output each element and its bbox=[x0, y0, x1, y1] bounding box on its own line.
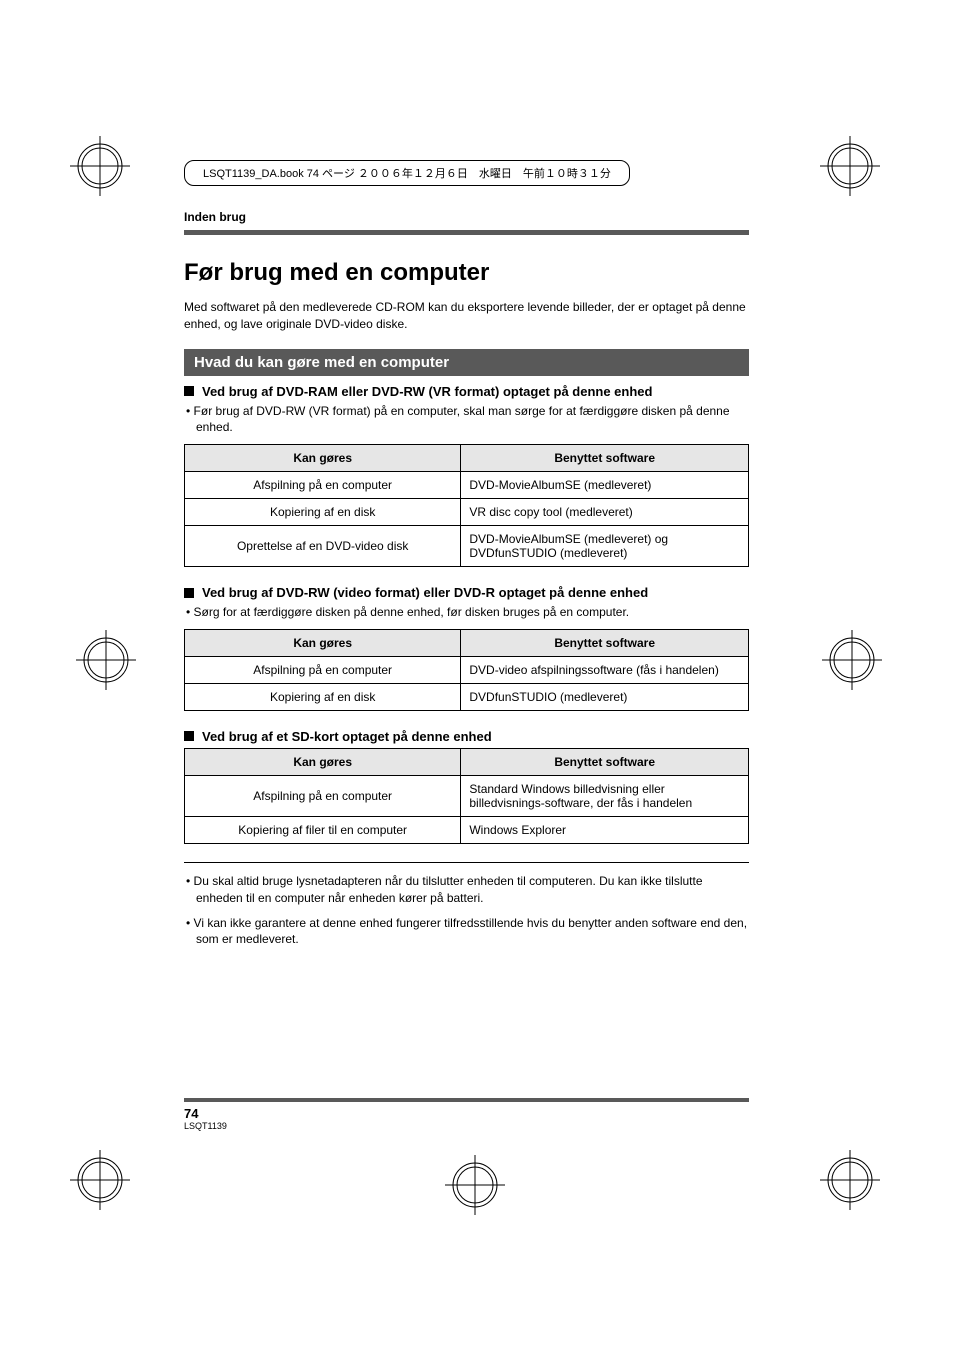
crop-mark-ml bbox=[76, 630, 136, 690]
table-row: Oprettelse af en DVD-video disk DVD-Movi… bbox=[185, 526, 749, 567]
note-dvdrw: Sørg for at færdiggøre disken på denne e… bbox=[184, 604, 749, 621]
table-cell: DVDfunSTUDIO (medleveret) bbox=[461, 683, 749, 710]
square-bullet-icon bbox=[184, 386, 194, 396]
subheading-text: Ved brug af DVD-RAM eller DVD-RW (VR for… bbox=[202, 384, 652, 399]
table-dvdrw: Kan gøres Benyttet software Afspilning p… bbox=[184, 629, 749, 711]
table-row: Afspilning på en computer Standard Windo… bbox=[185, 775, 749, 816]
crop-mark-bc bbox=[445, 1155, 505, 1215]
table-row: Afspilning på en computer DVD-MovieAlbum… bbox=[185, 472, 749, 499]
intro-paragraph: Med softwaret på den medleverede CD-ROM … bbox=[184, 299, 749, 333]
table-header-right: Benyttet software bbox=[461, 748, 749, 775]
footer-divider bbox=[184, 1098, 749, 1102]
horizontal-rule bbox=[184, 862, 749, 863]
table-header-right: Benyttet software bbox=[461, 629, 749, 656]
page-footer: 74 LSQT1139 bbox=[184, 1098, 749, 1131]
table-cell: Afspilning på en computer bbox=[185, 656, 461, 683]
subheading-text: Ved brug af et SD-kort optaget på denne … bbox=[202, 729, 492, 744]
table-cell: Kopiering af filer til en computer bbox=[185, 816, 461, 843]
table-cell: Oprettelse af en DVD-video disk bbox=[185, 526, 461, 567]
table-cell: DVD-MovieAlbumSE (medleveret) og DVDfunS… bbox=[461, 526, 749, 567]
footer-note-1: Du skal altid bruge lysnetadapteren når … bbox=[184, 873, 749, 907]
square-bullet-icon bbox=[184, 731, 194, 741]
page-content: Inden brug Før brug med en computer Med … bbox=[184, 210, 749, 956]
table-cell: Windows Explorer bbox=[461, 816, 749, 843]
section-label: Inden brug bbox=[184, 210, 749, 224]
table-row: Kopiering af en disk DVDfunSTUDIO (medle… bbox=[185, 683, 749, 710]
table-row: Afspilning på en computer DVD-video afsp… bbox=[185, 656, 749, 683]
crop-mark-br bbox=[820, 1150, 880, 1210]
table-cell: Afspilning på en computer bbox=[185, 775, 461, 816]
table-dvdram: Kan gøres Benyttet software Afspilning p… bbox=[184, 444, 749, 567]
crop-mark-mr bbox=[822, 630, 882, 690]
corner-ornament-tl bbox=[60, 140, 120, 200]
note-dvdram: Før brug af DVD-RW (VR format) på en com… bbox=[184, 403, 749, 437]
table-row: Kopiering af filer til en computer Windo… bbox=[185, 816, 749, 843]
crop-mark-bl bbox=[70, 1150, 130, 1210]
section-heading-bar: Hvad du kan gøre med en computer bbox=[184, 349, 749, 376]
page-number: 74 bbox=[184, 1106, 749, 1121]
footer-note-2: Vi kan ikke garantere at denne enhed fun… bbox=[184, 915, 749, 949]
table-cell: Kopiering af en disk bbox=[185, 683, 461, 710]
doc-code: LSQT1139 bbox=[184, 1121, 749, 1131]
table-header-left: Kan gøres bbox=[185, 748, 461, 775]
page-title: Før brug med en computer bbox=[184, 259, 749, 287]
subheading-dvdrw: Ved brug af DVD-RW (video format) eller … bbox=[184, 585, 749, 600]
table-header-left: Kan gøres bbox=[185, 445, 461, 472]
running-head: LSQT1139_DA.book 74 ページ ２００６年１２月６日 水曜日 午… bbox=[184, 160, 630, 186]
table-cell: DVD-MovieAlbumSE (medleveret) bbox=[461, 472, 749, 499]
table-cell: Afspilning på en computer bbox=[185, 472, 461, 499]
table-cell: VR disc copy tool (medleveret) bbox=[461, 499, 749, 526]
subheading-dvdram: Ved brug af DVD-RAM eller DVD-RW (VR for… bbox=[184, 384, 749, 399]
table-header-right: Benyttet software bbox=[461, 445, 749, 472]
crop-mark-tr bbox=[820, 136, 880, 196]
table-cell: Kopiering af en disk bbox=[185, 499, 461, 526]
table-cell: DVD-video afspilningssoftware (fås i han… bbox=[461, 656, 749, 683]
table-row: Kopiering af en disk VR disc copy tool (… bbox=[185, 499, 749, 526]
table-cell: Standard Windows billedvisning eller bil… bbox=[461, 775, 749, 816]
subheading-text: Ved brug af DVD-RW (video format) eller … bbox=[202, 585, 648, 600]
table-header-left: Kan gøres bbox=[185, 629, 461, 656]
square-bullet-icon bbox=[184, 588, 194, 598]
section-divider bbox=[184, 230, 749, 235]
table-sdcard: Kan gøres Benyttet software Afspilning p… bbox=[184, 748, 749, 844]
subheading-sdcard: Ved brug af et SD-kort optaget på denne … bbox=[184, 729, 749, 744]
